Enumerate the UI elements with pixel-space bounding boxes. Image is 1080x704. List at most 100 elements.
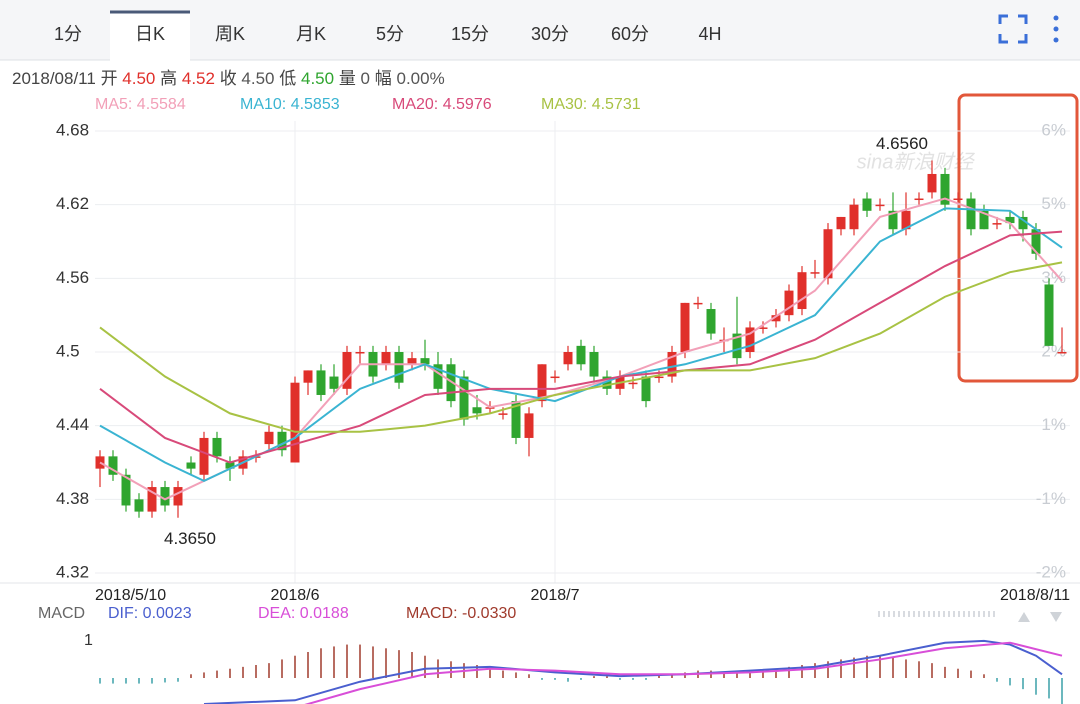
legend-entry: MA10: 4.5853 [240, 96, 340, 113]
candle-body [147, 487, 157, 512]
candle-body [420, 358, 430, 365]
fullscreen-icon[interactable] [998, 14, 1028, 44]
quote-date: 2018/08/11 [12, 69, 96, 88]
candle-body [121, 474, 131, 506]
quote-value: 4.50 [241, 69, 274, 88]
candle-body [225, 462, 235, 469]
candle-body [433, 364, 443, 389]
tab[interactable]: 月K [296, 24, 326, 44]
legend-entry: DIF: 0.0023 [108, 605, 192, 622]
annotation: 4.6560 [876, 134, 928, 153]
candle-body [1057, 352, 1067, 354]
more-icon[interactable] [1053, 15, 1059, 43]
candle-body [849, 204, 859, 230]
candle-body [836, 216, 846, 230]
tab[interactable]: 30分 [531, 24, 569, 44]
candle-body [550, 376, 560, 379]
y-tick-label: 4.62 [56, 194, 89, 213]
quote-value: 4.52 [182, 69, 215, 88]
tab[interactable]: 5分 [376, 24, 404, 44]
ma-line [99, 230, 1063, 464]
candle-body [342, 352, 352, 389]
candle-body [524, 413, 534, 438]
legend-entry: MA5: 4.5584 [95, 96, 186, 113]
candle-body [914, 198, 924, 201]
quote-label: 量 [339, 69, 356, 88]
candle-body [602, 376, 612, 389]
candle-body [394, 352, 404, 383]
quote-label: 幅 [375, 69, 392, 88]
quote-value: 0.00% [396, 69, 444, 88]
legend-entry: DEA: 0.0188 [258, 605, 349, 622]
x-tick-label: 2018/5/10 [95, 587, 166, 604]
candle-body [966, 198, 976, 230]
y-tick-label: 4.56 [56, 268, 89, 287]
candle-body [732, 333, 742, 359]
y-tick-label: 4.5 [56, 341, 80, 360]
candle-body [992, 223, 1002, 225]
quote-value: 4.50 [122, 69, 155, 88]
tab[interactable]: 日K [135, 24, 165, 44]
legend-entry: MACD: -0.0330 [406, 605, 516, 622]
candle-body [329, 376, 339, 389]
candle-body [498, 413, 508, 415]
y-tick-label: 4.44 [56, 415, 89, 434]
candle-body [771, 315, 781, 322]
macd-arrows [878, 611, 1062, 622]
quote-label: 收 [220, 69, 237, 88]
candle-body [1018, 216, 1028, 230]
candle-body [589, 352, 599, 377]
candle-body [316, 370, 326, 395]
candle-body [563, 352, 573, 365]
candle-body [160, 487, 170, 506]
candle-body [199, 437, 209, 475]
active-tab [110, 12, 190, 61]
candle-body [186, 462, 196, 469]
candle-body [1031, 229, 1041, 254]
candle-body [641, 376, 651, 402]
candle-body [212, 437, 222, 457]
candle-body [667, 352, 677, 377]
candle-body [1044, 284, 1054, 346]
candle-body [511, 401, 521, 438]
candle-body [888, 210, 898, 230]
candle-body [758, 327, 768, 329]
y2-tick-label: 5% [1041, 194, 1066, 213]
tab[interactable]: 60分 [611, 24, 649, 44]
candle-body [654, 376, 664, 379]
quote-value: 4.50 [301, 69, 334, 88]
candle-body [901, 210, 911, 230]
candle-body [459, 376, 469, 420]
candle-body [706, 309, 716, 334]
candle-body [875, 204, 885, 207]
highlight-box [957, 93, 1079, 383]
tab[interactable]: 1分 [54, 24, 82, 44]
y2-tick-label: -2% [1036, 562, 1066, 581]
tab[interactable]: 4H [698, 24, 721, 44]
tab[interactable]: 15分 [451, 24, 489, 44]
candle-body [277, 431, 287, 451]
y-tick-label: 4.68 [56, 120, 89, 139]
candle-body [979, 210, 989, 230]
candle-body [446, 364, 456, 402]
macd-title: MACD [38, 605, 85, 622]
candle-body [940, 173, 950, 205]
candle-body [810, 272, 820, 274]
candle-body [264, 431, 274, 445]
candle-body [355, 352, 365, 354]
y2-tick-label: -1% [1036, 489, 1066, 508]
candle-body [173, 487, 183, 506]
candle-body [823, 229, 833, 279]
candle-body [537, 364, 547, 402]
candle-body [576, 345, 586, 365]
quote-line: 2018/08/11 开 4.50 高 4.52 收 4.50 低 4.50 量… [12, 69, 445, 88]
ma-line [99, 261, 1063, 433]
candle-body [108, 456, 118, 475]
candle-body [472, 407, 482, 414]
quote-label: 高 [160, 69, 177, 88]
candle-body [680, 302, 690, 352]
tab[interactable]: 周K [215, 24, 245, 44]
candle-body [693, 302, 703, 305]
candle-body [407, 358, 417, 365]
y-tick-label: 1 [84, 632, 93, 649]
